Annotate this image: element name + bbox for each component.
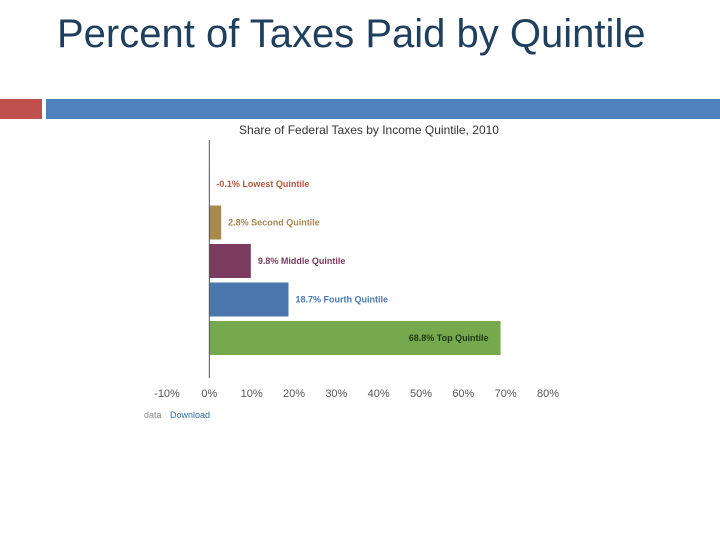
- source-download-link[interactable]: Download: [170, 410, 210, 420]
- bar-label-fourth-quintile: 18.7% Fourth Quintile: [295, 295, 388, 305]
- x-tick-label: 20%: [283, 388, 305, 400]
- bar-label-top-quintile: 68.8% Top Quintile: [409, 333, 489, 343]
- bar-middle-quintile: [209, 244, 251, 278]
- title-accent-bar-blue: [46, 99, 720, 119]
- x-tick-labels-layer: -10% 0% 10% 20% 30% 40% 50% 60% 70% 80%: [154, 388, 559, 400]
- x-tick-label: 70%: [495, 388, 517, 400]
- slide-title: Percent of Taxes Paid by Quintile: [57, 12, 646, 56]
- bar-fourth-quintile: [209, 282, 289, 317]
- x-tick-label: 10%: [241, 388, 263, 400]
- x-tick-label: -10%: [154, 388, 180, 400]
- bar-label-lowest-quintile: -0.1% Lowest Quintile: [216, 179, 309, 189]
- bars-layer: [208, 167, 501, 355]
- x-tick-label: 0%: [201, 388, 217, 400]
- title-accent-bar-red: [0, 99, 42, 119]
- bar-label-second-quintile: 2.8% Second Quintile: [228, 218, 320, 228]
- x-tick-label: 80%: [537, 388, 559, 400]
- source-prefix: data: [144, 410, 162, 420]
- chart-title: Share of Federal Taxes by Income Quintil…: [239, 123, 499, 137]
- bar-labels-layer: -0.1% Lowest Quintile 2.8% Second Quintil…: [216, 179, 488, 343]
- bar-top-quintile: [209, 321, 501, 355]
- bar-second-quintile: [209, 205, 222, 240]
- x-tick-label: 30%: [325, 388, 347, 400]
- x-tick-label: 40%: [368, 388, 390, 400]
- bar-label-middle-quintile: 9.8% Middle Quintile: [258, 256, 346, 266]
- x-tick-label: 60%: [452, 388, 474, 400]
- x-tick-label: 50%: [410, 388, 432, 400]
